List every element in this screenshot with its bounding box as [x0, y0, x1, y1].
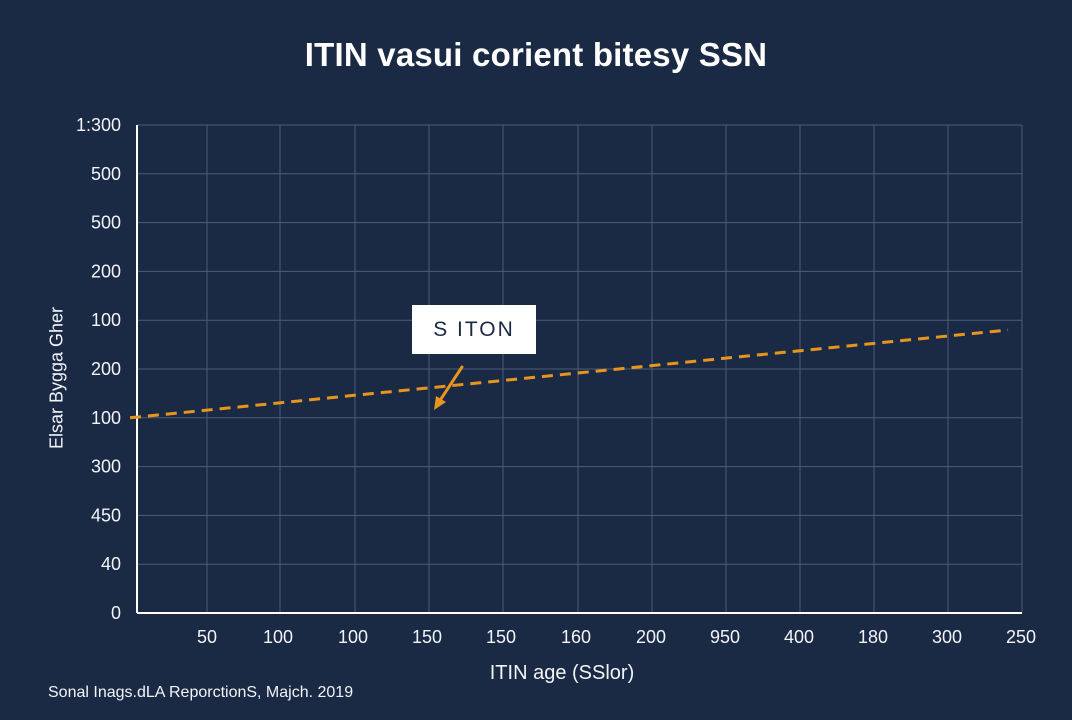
x-axis-label: ITIN age (SSlor): [489, 662, 635, 684]
arrow-down-left-icon: [434, 365, 464, 410]
x-tick-label: 150: [486, 627, 516, 647]
x-tick-label: 950: [710, 627, 740, 647]
x-tick-label: 100: [263, 627, 293, 647]
y-tick-label: 200: [91, 359, 121, 379]
y-tick-label: 200: [91, 261, 121, 281]
x-tick-label: 50: [197, 627, 217, 647]
axes: [136, 125, 1022, 614]
y-tick-label: 500: [91, 213, 121, 233]
series-line: [129, 328, 1009, 420]
x-tick-label: 160: [561, 627, 591, 647]
y-tick-label: 500: [91, 164, 121, 184]
chart-title: ITIN vasui corient bitesy SSN: [304, 36, 768, 73]
x-tick-labels: 50 100 100 150 150 160 200 950 400 180 300 250: [197, 627, 1036, 647]
y-tick-label: 0: [111, 603, 121, 623]
x-tick-label: 180: [858, 627, 888, 647]
y-tick-label: 450: [91, 505, 121, 525]
annotation-label: S ITON: [412, 305, 536, 354]
x-tick-label: 400: [784, 627, 814, 647]
y-tick-labels: 1:300 500 500 200 100 200 100 300 450 40 0: [76, 115, 121, 623]
grid: [137, 124, 1023, 613]
y-tick-label: 300: [91, 457, 121, 477]
x-tick-label: 150: [412, 627, 442, 647]
y-tick-label: 40: [101, 554, 121, 574]
x-tick-label: 250: [1006, 627, 1036, 647]
x-tick-label: 300: [932, 627, 962, 647]
y-tick-label: 100: [91, 408, 121, 428]
source-note: Sonal Inags.dLA ReporctionS, Majch. 2019: [48, 684, 354, 701]
x-tick-label: 200: [636, 627, 666, 647]
y-tick-label: 100: [91, 310, 121, 330]
x-tick-label: 100: [338, 627, 368, 647]
y-tick-label: 1:300: [76, 115, 121, 135]
series: [129, 328, 1009, 420]
y-axis-label: Elsar Bygga Gher: [46, 306, 67, 450]
